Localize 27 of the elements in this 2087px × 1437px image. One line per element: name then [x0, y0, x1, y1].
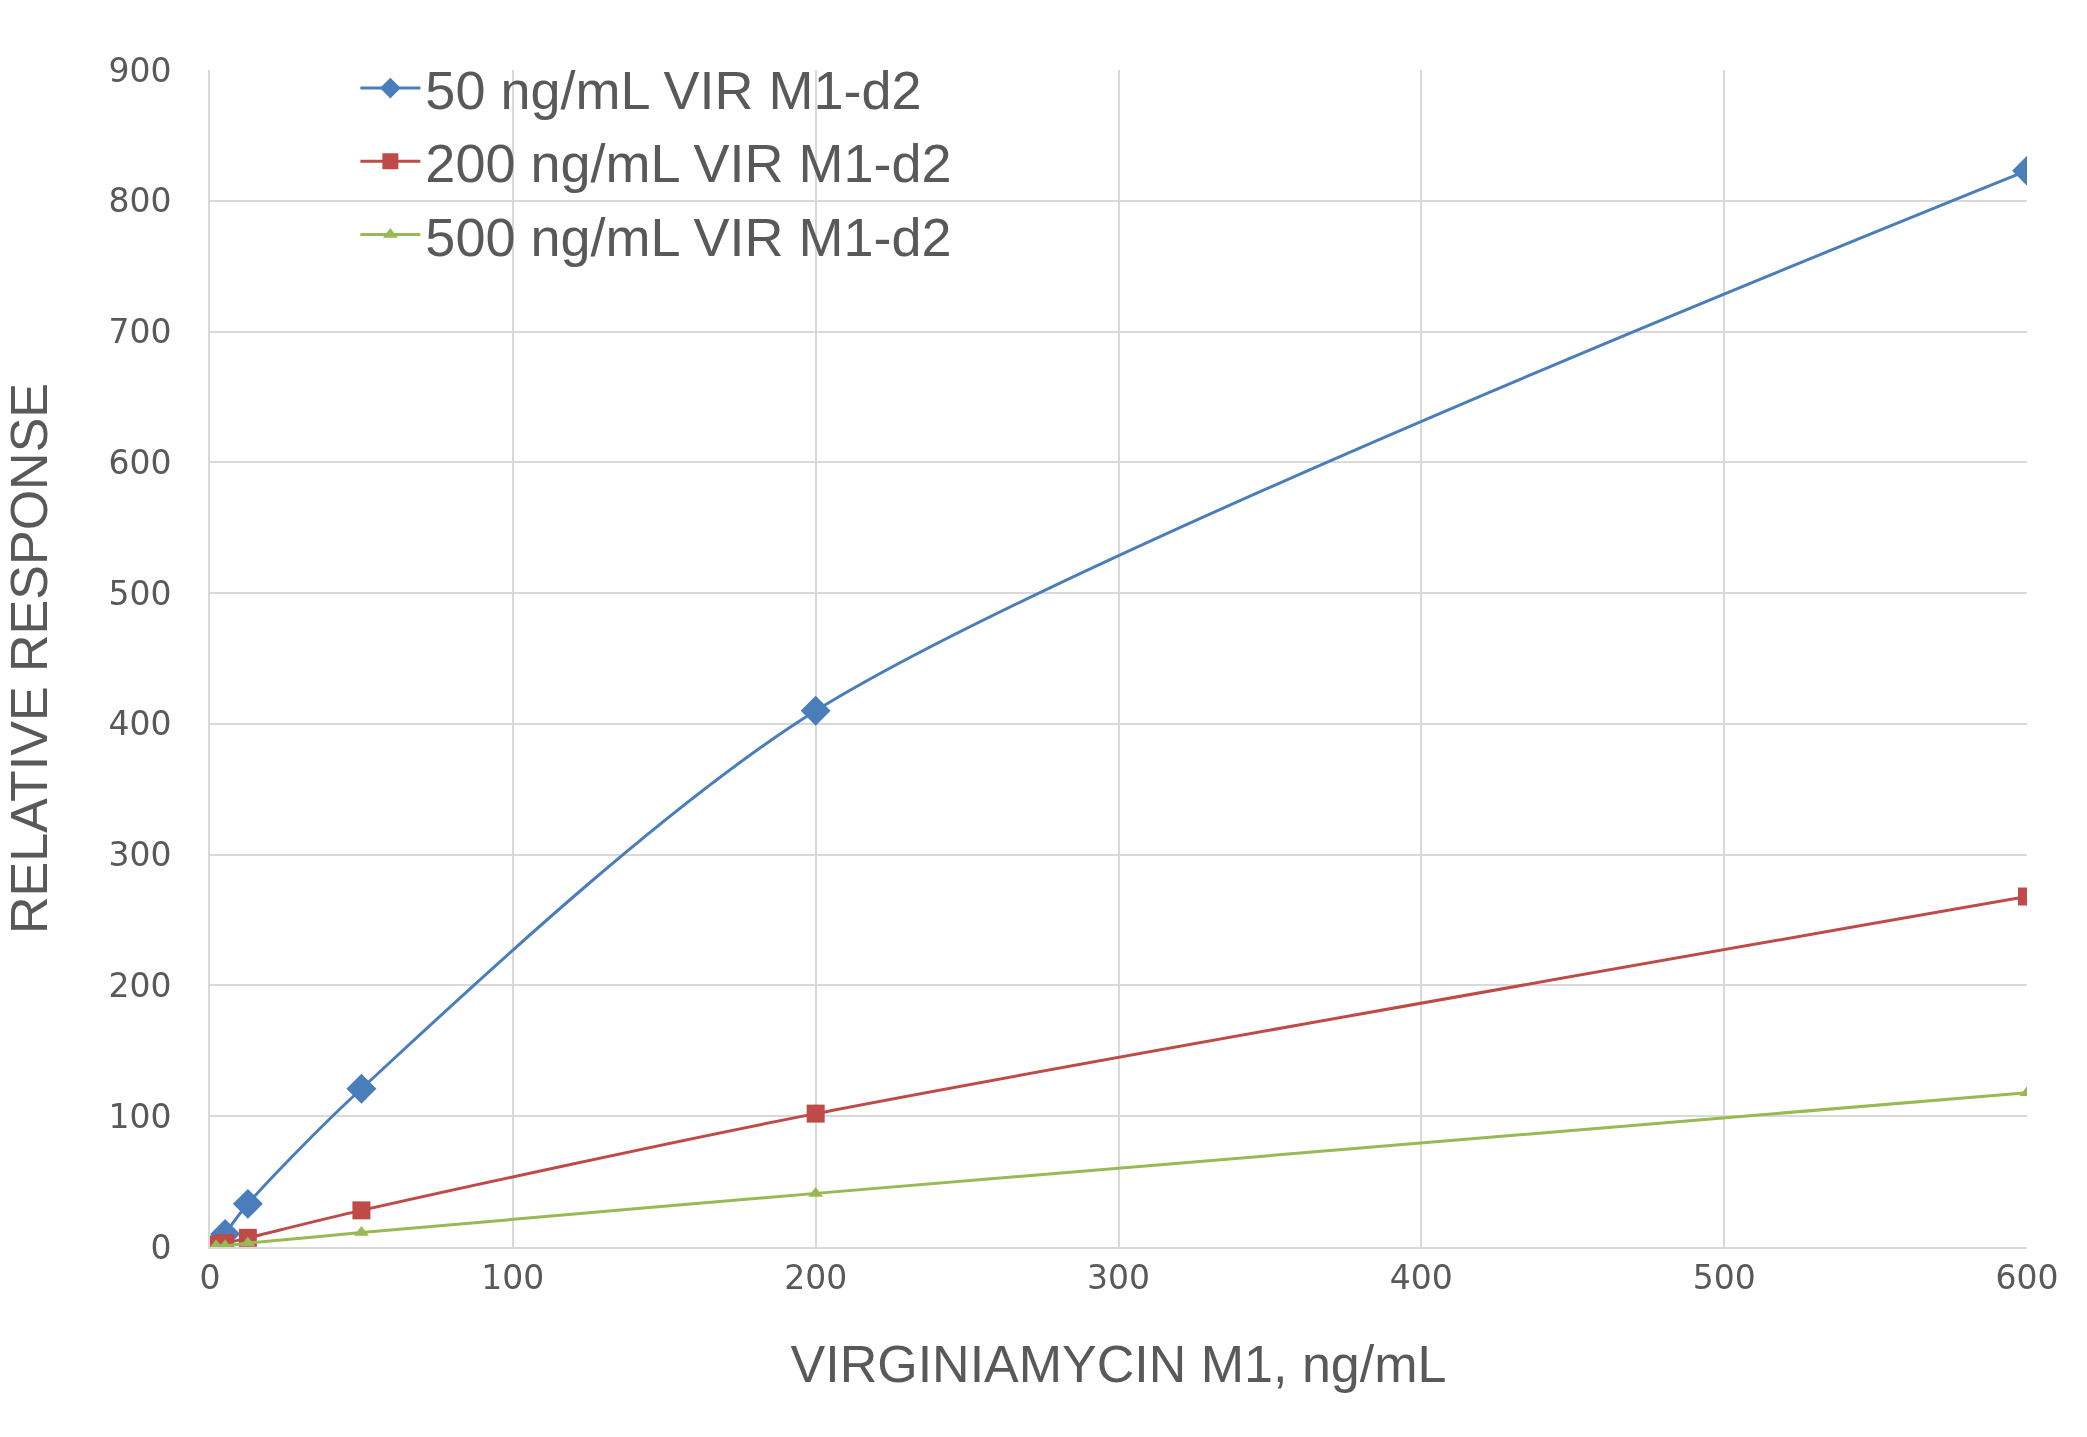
- x-tick-label: 200: [784, 1257, 848, 1297]
- y-tick-label: 800: [108, 181, 172, 221]
- x-tick-label: 400: [1389, 1257, 1453, 1297]
- y-axis-title: RELATIVE RESPONSE: [0, 383, 58, 934]
- y-tick-label: 400: [108, 704, 172, 744]
- y-tick-label: 700: [108, 312, 172, 352]
- y-tick-label: 200: [108, 965, 172, 1005]
- x-axis-title: VIRGINIAMYCIN M1, ng/mL: [790, 1335, 1447, 1393]
- legend-label: 50 ng/mL VIR M1-d2: [425, 60, 922, 121]
- point: [800, 695, 831, 726]
- y-tick-label: 500: [108, 573, 172, 613]
- x-tick-label: 100: [481, 1257, 545, 1297]
- x-tick-label: 300: [1087, 1257, 1150, 1297]
- x-tick-label: 500: [1692, 1257, 1756, 1297]
- point: [352, 1201, 371, 1220]
- y-tick-label: 300: [108, 835, 172, 875]
- y-tick-label: 0: [150, 1227, 172, 1267]
- y-tick-label: 900: [108, 50, 172, 90]
- legend-label: 200 ng/mL VIR M1-d2: [425, 133, 952, 194]
- x-tick-label: 600: [1995, 1257, 2059, 1297]
- point: [232, 1188, 263, 1219]
- y-tick-label: 100: [108, 1096, 172, 1136]
- point: [806, 1104, 825, 1123]
- y-tick-label: 600: [108, 442, 172, 482]
- legend-label: 500 ng/mL VIR M1-d2: [425, 206, 952, 267]
- point: [346, 1073, 377, 1104]
- x-tick-label: 0: [199, 1257, 221, 1297]
